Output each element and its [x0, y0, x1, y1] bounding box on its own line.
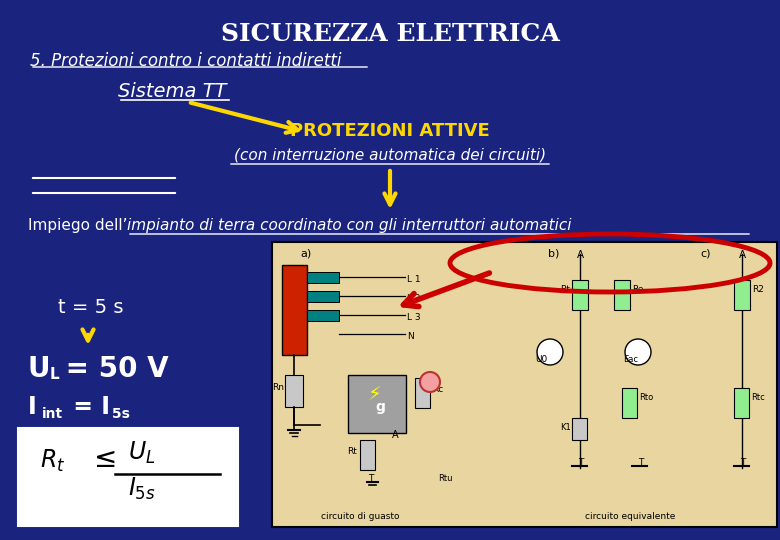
Text: = I: = I: [65, 395, 110, 419]
Text: SICUREZZA ELETTRICA: SICUREZZA ELETTRICA: [221, 22, 559, 46]
Bar: [272, 242, 777, 527]
Text: Rtu: Rtu: [438, 474, 452, 483]
Text: L: L: [50, 367, 59, 382]
Bar: [307, 310, 339, 321]
Text: R2: R2: [752, 285, 764, 294]
Bar: [614, 280, 630, 310]
Circle shape: [420, 372, 440, 392]
Text: U: U: [28, 355, 51, 383]
Text: N: N: [407, 332, 413, 341]
Text: A: A: [577, 250, 584, 260]
Text: Re: Re: [632, 285, 644, 294]
Bar: [307, 291, 339, 302]
Text: circuito di guasto: circuito di guasto: [321, 512, 399, 521]
Text: a): a): [300, 248, 311, 258]
Text: 5s: 5s: [107, 407, 130, 421]
Bar: [415, 378, 430, 408]
Text: T: T: [638, 458, 644, 467]
Text: Rt: Rt: [560, 285, 570, 294]
Circle shape: [625, 339, 651, 365]
Bar: [572, 280, 588, 310]
Bar: [282, 265, 307, 355]
Text: t = 5 s: t = 5 s: [58, 298, 123, 317]
Text: Rc: Rc: [432, 385, 443, 394]
Text: L 3: L 3: [407, 313, 420, 322]
Text: Eac: Eac: [623, 355, 638, 364]
Text: T: T: [740, 458, 746, 467]
Text: T: T: [368, 474, 374, 483]
Text: Impiego dell’: Impiego dell’: [28, 218, 127, 233]
Text: Rtc: Rtc: [751, 393, 764, 402]
Bar: [18, 428, 238, 526]
Text: L 2: L 2: [407, 294, 420, 303]
Text: 5. Protezioni contro i contatti indiretti: 5. Protezioni contro i contatti indirett…: [30, 52, 342, 70]
Text: K1: K1: [560, 423, 571, 432]
Text: impianto di terra coordinato con gli interruttori automatici: impianto di terra coordinato con gli int…: [127, 218, 572, 233]
Text: b): b): [548, 248, 559, 258]
Bar: [572, 418, 587, 440]
Text: (con interruzione automatica dei circuiti): (con interruzione automatica dei circuit…: [234, 148, 546, 163]
Bar: [734, 280, 750, 310]
Text: Rt: Rt: [347, 447, 357, 456]
Text: A: A: [739, 250, 746, 260]
Text: T: T: [578, 458, 583, 467]
Bar: [360, 440, 375, 470]
Bar: [734, 388, 749, 418]
Text: Rn: Rn: [272, 383, 284, 392]
Text: ⚡: ⚡: [367, 385, 381, 404]
Text: Rto: Rto: [639, 393, 654, 402]
Text: $R_t$: $R_t$: [40, 448, 66, 474]
Text: $U_L$: $U_L$: [128, 440, 155, 466]
Text: A: A: [392, 430, 399, 440]
Text: g: g: [375, 400, 385, 414]
Bar: [622, 388, 637, 418]
Text: = 50 V: = 50 V: [56, 355, 168, 383]
Bar: [285, 375, 303, 407]
Text: L 1: L 1: [407, 275, 420, 284]
Text: Sistema TT: Sistema TT: [118, 82, 226, 101]
Circle shape: [537, 339, 563, 365]
Text: I: I: [28, 395, 37, 419]
Bar: [348, 375, 406, 433]
Text: c): c): [700, 248, 711, 258]
Text: U0: U0: [535, 355, 548, 364]
Text: $\leq$: $\leq$: [88, 446, 115, 473]
Text: int: int: [42, 407, 63, 421]
Text: $I_{5s}$: $I_{5s}$: [128, 476, 156, 502]
Text: PROTEZIONI ATTIVE: PROTEZIONI ATTIVE: [290, 122, 490, 140]
Text: circuito equivalente: circuito equivalente: [585, 512, 675, 521]
Bar: [307, 272, 339, 283]
